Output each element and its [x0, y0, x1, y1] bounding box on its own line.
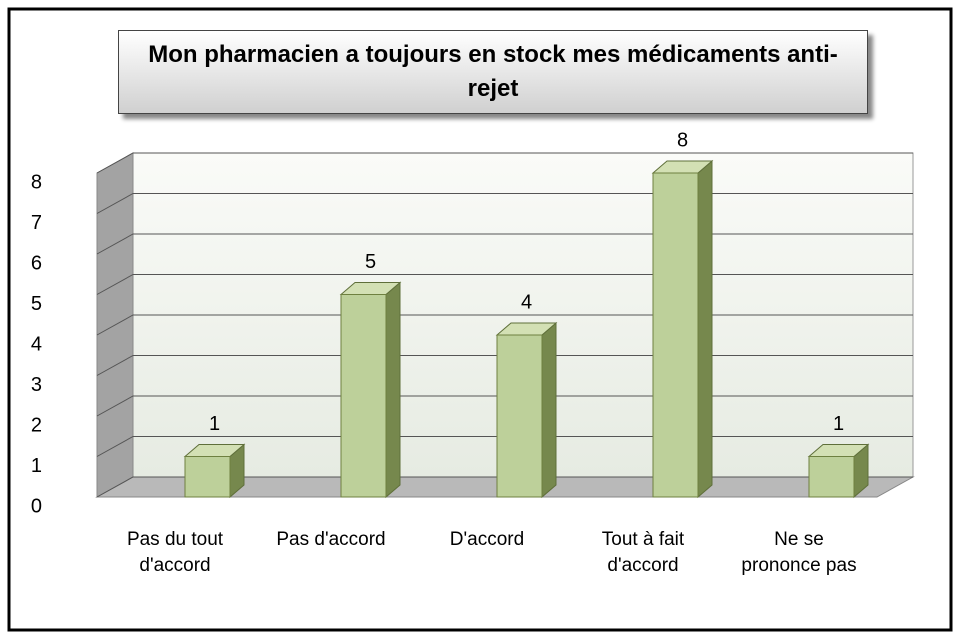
x-tick-label: Pas du tout d'accord	[126, 529, 224, 576]
y-tick-label: 6	[31, 252, 42, 274]
x-tick-label: Tout à fait d'accord	[601, 529, 685, 576]
bar-side	[697, 159, 713, 499]
y-tick-label: 1	[31, 455, 42, 477]
data-label: 1	[209, 413, 220, 435]
y-tick-label: 3	[31, 374, 42, 396]
data-label: 5	[365, 251, 376, 273]
grid-line	[96, 152, 913, 174]
frame	[7, 7, 953, 632]
x-tick-label: Ne se prononce pas	[741, 529, 857, 576]
y-tick-label: 8	[31, 171, 42, 193]
x-tick-label: Pas d'accord	[276, 529, 386, 550]
data-label: 1	[833, 413, 844, 435]
y-tick-label: 4	[31, 333, 42, 355]
bar	[184, 456, 231, 498]
bar	[340, 294, 387, 498]
y-tick-label: 0	[31, 495, 42, 517]
bar	[496, 334, 543, 498]
y-tick-label: 2	[31, 414, 42, 436]
bar	[652, 172, 699, 498]
y-tick-label: 5	[31, 293, 42, 315]
data-label: 8	[677, 129, 688, 151]
data-label: 4	[521, 291, 532, 313]
x-tick-label: D'accord	[449, 529, 525, 550]
bar-side	[385, 281, 401, 499]
bar-side	[541, 321, 557, 499]
y-tick-label: 7	[31, 212, 42, 234]
bar	[808, 456, 855, 498]
chart-title: Mon pharmacien a toujours en stock mes m…	[118, 30, 868, 114]
